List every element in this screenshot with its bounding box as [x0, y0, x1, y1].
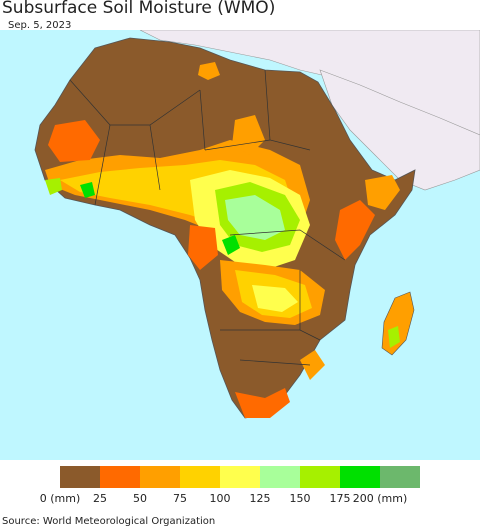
- legend-label: 50: [133, 492, 147, 505]
- legend-swatch: [300, 466, 340, 488]
- legend-label: 150: [289, 492, 311, 505]
- legend-swatch: [340, 466, 380, 488]
- legend-label: 0 (mm): [39, 492, 81, 505]
- legend-label: 25: [93, 492, 107, 505]
- legend-swatch: [100, 466, 140, 488]
- legend-label: 75: [173, 492, 187, 505]
- legend-swatch: [380, 466, 420, 488]
- legend-swatch: [220, 466, 260, 488]
- gabon-orange: [188, 225, 218, 270]
- legend-swatch: [140, 466, 180, 488]
- south-east-orange: [300, 350, 325, 380]
- south-tip-orange: [235, 388, 290, 418]
- guinea-green: [80, 182, 95, 198]
- nw-orange-patch: [48, 120, 100, 162]
- legend-label: 175: [329, 492, 351, 505]
- arabia-land: [319, 69, 480, 191]
- legend-swatch: [60, 466, 100, 488]
- southern-pale-yellow: [252, 285, 298, 312]
- legend-swatch: [180, 466, 220, 488]
- legend-label: 200 (mm): [352, 492, 408, 505]
- sudan-orange-strip: [232, 115, 265, 155]
- west-coast-green: [45, 178, 62, 195]
- africa-soil-moisture-map: [0, 30, 480, 460]
- legend-scale: [60, 466, 420, 488]
- madagascar-green: [388, 326, 400, 348]
- legend-label: 100: [209, 492, 231, 505]
- east-africa-orange: [335, 200, 375, 260]
- legend-labels: 0 (mm) 25 50 75 100 125 150 175 200 (mm): [0, 492, 480, 506]
- central-bright-green: [222, 235, 240, 255]
- country-borders: [69, 69, 346, 366]
- legend-label: 125: [249, 492, 271, 505]
- libya-orange-patch: [198, 62, 220, 80]
- source-caption: Source: World Meteorological Organizatio…: [2, 516, 216, 527]
- map-title: Subsurface Soil Moisture (WMO): [2, 0, 276, 18]
- map-date: Sep. 5, 2023: [8, 20, 72, 31]
- legend-swatch: [260, 466, 300, 488]
- horn-orange: [365, 175, 400, 210]
- central-pale-green: [225, 195, 285, 240]
